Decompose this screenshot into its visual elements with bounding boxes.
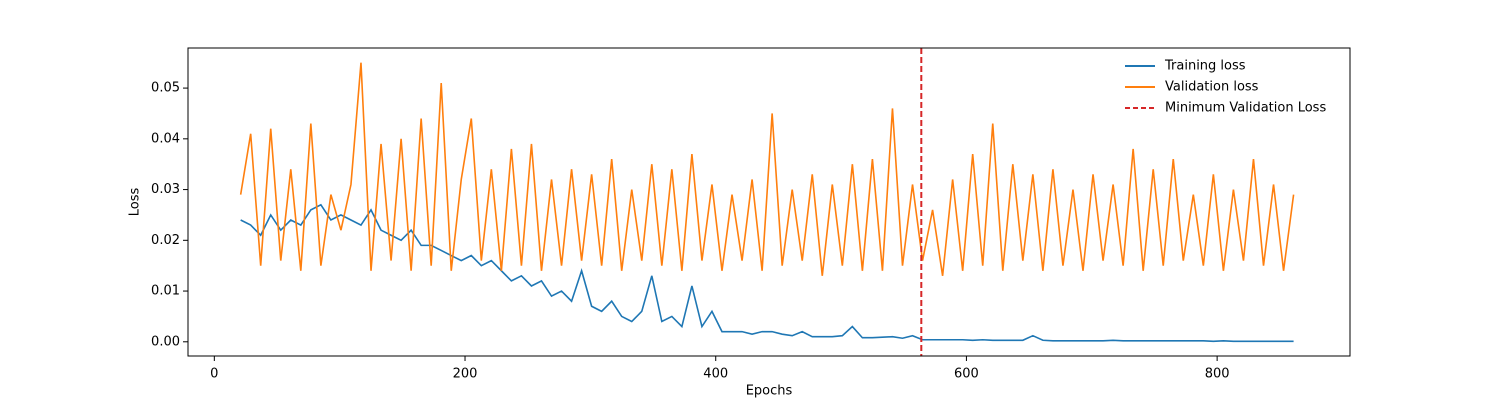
legend-label: Validation loss <box>1165 80 1259 95</box>
x-tick-label: 0 <box>210 367 218 382</box>
y-tick-label: 0.01 <box>151 284 180 299</box>
series-line <box>239 62 1295 276</box>
legend-label: Training loss <box>1164 59 1246 74</box>
legend-label: Minimum Validation Loss <box>1165 101 1326 116</box>
y-tick-label: 0.05 <box>151 81 180 96</box>
x-tick-label: 400 <box>703 367 728 382</box>
x-tick-label: 200 <box>453 367 478 382</box>
plot-frame <box>187 47 1351 357</box>
x-axis-label: Epochs <box>746 384 793 399</box>
y-tick-label: 0.04 <box>151 131 180 146</box>
y-tick-label: 0.02 <box>151 233 180 248</box>
y-tick-label: 0.03 <box>151 182 180 197</box>
x-tick-label: 800 <box>1205 367 1230 382</box>
y-axis-label: Loss <box>128 188 143 217</box>
y-tick-label: 0.00 <box>151 334 180 349</box>
x-tick-label: 600 <box>954 367 979 382</box>
series-line <box>240 203 1294 343</box>
